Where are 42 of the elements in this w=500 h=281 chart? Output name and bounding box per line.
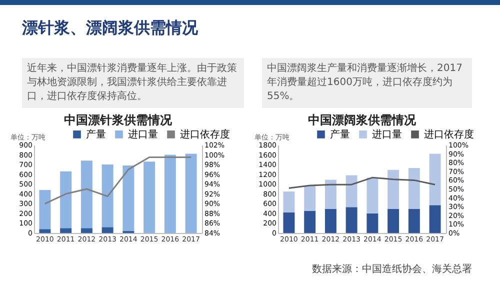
bar [429, 205, 441, 233]
text: 中国漂阔浆生产量和消费量逐渐增长，2017年消费量超过1600万吨，进口依存度约为55%。 [262, 58, 472, 108]
bar [185, 154, 197, 233]
legend-label: 进口依存度 [424, 128, 474, 140]
bar [39, 229, 51, 233]
bar [80, 228, 92, 233]
text: 漂针浆、漂阔浆供需情况 [22, 18, 198, 39]
bar [324, 209, 336, 233]
line-series [288, 176, 436, 189]
bar [283, 212, 295, 233]
bar [366, 213, 378, 233]
chart-title: 中国漂针浆供需情况 [64, 113, 173, 127]
bar [102, 227, 114, 233]
bar [388, 170, 400, 210]
bar [80, 160, 92, 228]
bar [346, 207, 358, 233]
legend-label: 产量 [330, 128, 350, 140]
bar [144, 162, 156, 233]
legend-label: 进口依存度 [180, 128, 230, 140]
bar [304, 186, 316, 211]
bar [429, 154, 441, 206]
bar [164, 154, 176, 233]
legend-label: 进口量 [372, 128, 402, 140]
bar [366, 178, 378, 214]
line-series [44, 156, 192, 204]
bar [122, 166, 134, 232]
bar [102, 164, 114, 228]
legend-label: 进口量 [128, 128, 158, 140]
bar [324, 180, 336, 210]
legend-label: 产量 [86, 128, 106, 140]
bar [408, 209, 420, 233]
bar [388, 209, 400, 233]
bar [346, 175, 358, 208]
bar [283, 191, 295, 212]
bar [304, 211, 316, 233]
bar [60, 228, 72, 233]
bar [408, 168, 420, 210]
chart-title: 中国漂阔浆供需情况 [308, 113, 417, 127]
bar [39, 190, 51, 230]
text: 近年来，中国漂针浆消费量逐年上涨。由于政策与林地资源限制，我国漂针浆供给主要依靠进口，进口依存度保持高位。 [22, 58, 244, 108]
bar [60, 171, 72, 228]
source-note: 数据来源：中国造纸协会、海关总署 [312, 262, 472, 276]
